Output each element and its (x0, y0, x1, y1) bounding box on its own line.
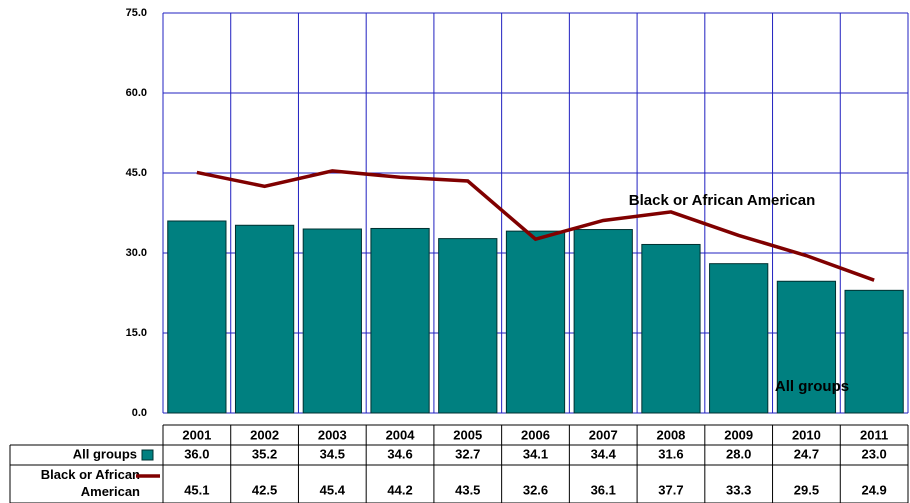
data-label: 44.2 (387, 482, 412, 497)
data-label: 42.5 (252, 482, 277, 497)
x-tick-label: 2008 (656, 427, 685, 442)
bar (776, 280, 837, 414)
x-tick-label: 2003 (318, 427, 347, 442)
data-label: 45.1 (184, 482, 209, 497)
data-label: 28.0 (726, 446, 751, 461)
bar (844, 289, 904, 414)
bar (234, 224, 295, 414)
data-label: 29.5 (794, 482, 819, 497)
data-label: 24.9 (861, 482, 886, 497)
bar (302, 228, 362, 414)
x-tick-label: 2002 (250, 427, 279, 442)
bar (370, 227, 430, 414)
data-label: 24.7 (794, 446, 819, 461)
y-tick-label: 30.0 (126, 247, 147, 259)
data-label: 33.3 (726, 482, 751, 497)
x-tick-label: 2006 (521, 427, 550, 442)
data-label: 34.6 (387, 446, 412, 461)
overlay: 2001 2002 2003 2004 2005 2006 2007 2008 2009 2010… (9, 169, 909, 503)
bar (709, 263, 769, 414)
bar (641, 243, 701, 414)
bar (167, 220, 227, 414)
x-tick-label: 2010 (792, 427, 821, 442)
x-tick-label: 2004 (386, 427, 416, 442)
annotation: All groups (775, 378, 849, 395)
legend-swatch (141, 449, 154, 461)
data-label: 31.6 (658, 446, 683, 461)
line (196, 169, 875, 282)
data-label: 43.5 (455, 482, 480, 497)
y-tick-label: 75.0 (126, 7, 147, 19)
plot: 0.0 15.0 30.0 45.0 60.0 75.0 (126, 7, 909, 419)
y-tick-label: 0.0 (132, 407, 147, 419)
bar (573, 229, 633, 414)
data-label: 45.4 (320, 482, 346, 497)
x-tick-label: 2011 (860, 427, 888, 442)
data-label: 35.2 (252, 446, 277, 461)
x-tick-label: 2005 (453, 427, 482, 442)
y-tick-label: 15.0 (126, 327, 147, 339)
x-tick-label: 2009 (724, 427, 753, 442)
data-label: 34.4 (591, 446, 617, 461)
data-label: 36.0 (184, 446, 209, 461)
bar (438, 238, 498, 414)
bar (505, 230, 566, 414)
data-label: 32.7 (455, 446, 480, 461)
legend-label-box: Black or African American (40, 467, 140, 499)
data-label: 34.5 (320, 446, 345, 461)
data-label: 32.6 (523, 482, 548, 497)
legend-label: Black or African American (40, 467, 140, 499)
data-label: 36.1 (591, 482, 616, 497)
y-tick-label: 60.0 (126, 87, 147, 99)
annotation: Black or African American (629, 192, 815, 209)
x-tick-label: 2007 (589, 427, 618, 442)
y-tick-label: 45.0 (126, 167, 147, 179)
data-label: 23.0 (861, 446, 886, 461)
data-label: 34.1 (523, 446, 548, 461)
x-tick-label: 2001 (182, 427, 211, 442)
legend-label: All groups (73, 446, 137, 461)
data-table: 2001 2002 2003 2004 2005 2006 2007 2008 2009 2010… (9, 424, 909, 503)
data-label: 37.7 (658, 482, 683, 497)
